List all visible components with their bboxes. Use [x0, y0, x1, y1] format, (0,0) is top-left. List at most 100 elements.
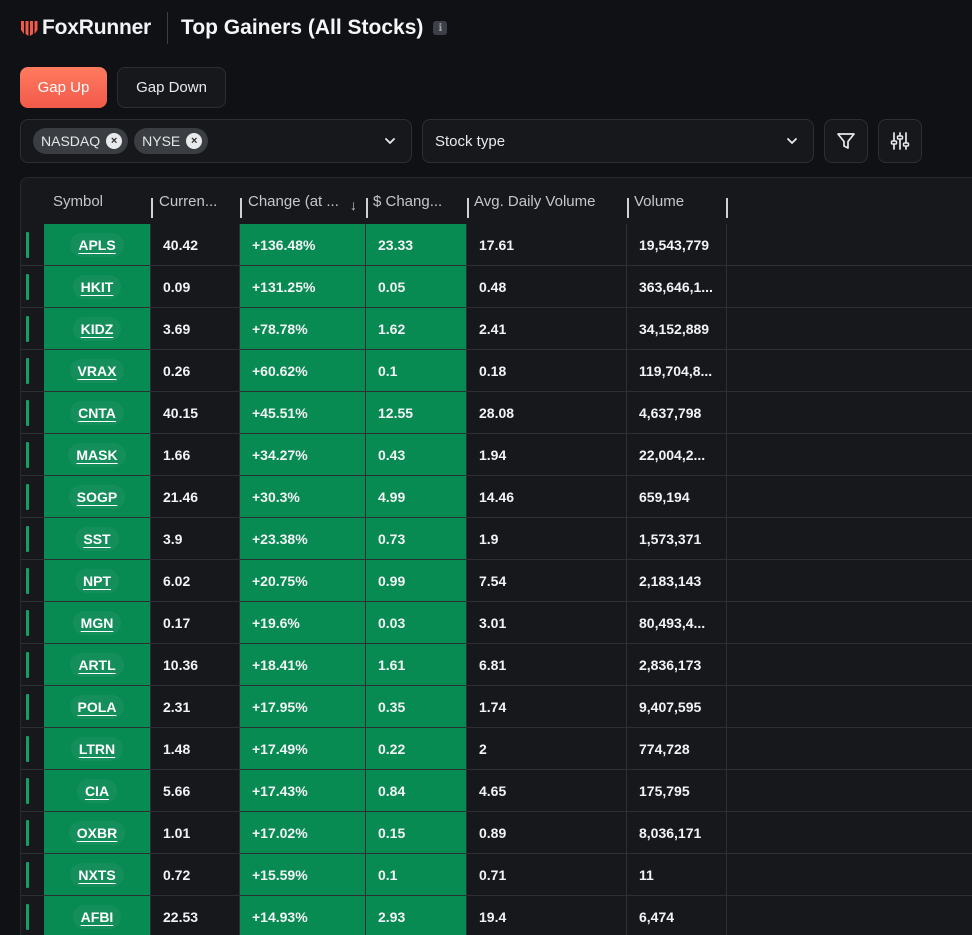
- table-row[interactable]: MGN 0.17 +19.6% 0.03 3.01 80,493,4...: [21, 602, 972, 644]
- stock-type-placeholder: Stock type: [435, 132, 506, 150]
- column-divider: [466, 518, 467, 560]
- gap-down-button[interactable]: Gap Down: [117, 67, 226, 108]
- cell-change: +23.38%: [240, 518, 365, 560]
- symbol-link[interactable]: APLS: [70, 233, 124, 257]
- table-row[interactable]: LTRN 1.48 +17.49% 0.22 2 774,728: [21, 728, 972, 770]
- info-icon[interactable]: i: [433, 21, 448, 35]
- symbol-link[interactable]: KIDZ: [72, 317, 122, 341]
- table-row[interactable]: AFBI 22.53 +14.93% 2.93 19.4 6,474: [21, 896, 972, 935]
- column-divider: [239, 686, 240, 728]
- table-row[interactable]: SST 3.9 +23.38% 0.73 1.9 1,573,371: [21, 518, 972, 560]
- column-resize-handle[interactable]: [240, 198, 242, 218]
- column-divider: [626, 602, 627, 644]
- row-divider: [21, 307, 972, 308]
- column-divider: [626, 770, 627, 812]
- header-dollar-change[interactable]: $ Chang...: [373, 192, 443, 210]
- symbol-link[interactable]: MGN: [72, 611, 122, 635]
- column-resize-handle[interactable]: [627, 198, 629, 218]
- cell-dollar-change: 0.03: [366, 602, 466, 644]
- symbol-link[interactable]: SOGP: [68, 485, 126, 509]
- cell-current: 40.15: [163, 405, 199, 421]
- symbol-link[interactable]: LTRN: [70, 737, 124, 761]
- cell-symbol: NXTS: [44, 854, 150, 896]
- header-symbol[interactable]: Symbol: [53, 192, 104, 210]
- cell-current: 0.26: [163, 363, 191, 379]
- symbol-link[interactable]: OXBR: [68, 821, 126, 845]
- column-divider: [150, 728, 151, 770]
- column-divider: [726, 812, 727, 854]
- column-divider: [466, 602, 467, 644]
- column-divider: [626, 350, 627, 392]
- column-resize-handle[interactable]: [151, 198, 153, 218]
- column-divider: [365, 644, 366, 686]
- table-row[interactable]: NXTS 0.72 +15.59% 0.1 0.71 11: [21, 854, 972, 896]
- cell-change: +60.62%: [240, 350, 365, 392]
- column-divider: [626, 644, 627, 686]
- cell-change: +34.27%: [240, 434, 365, 476]
- column-divider: [150, 560, 151, 602]
- cell-avg-volume: 1.9: [479, 531, 499, 547]
- exchange-select[interactable]: NASDAQ × NYSE ×: [20, 119, 412, 163]
- column-divider: [726, 350, 727, 392]
- row-indicator: [26, 526, 29, 552]
- symbol-link[interactable]: CIA: [76, 779, 118, 803]
- row-divider: [21, 349, 972, 350]
- cell-current: 22.53: [163, 909, 199, 925]
- header-avg-volume[interactable]: Avg. Daily Volume: [474, 192, 596, 210]
- close-circle-icon[interactable]: ×: [186, 133, 203, 149]
- table-row[interactable]: NPT 6.02 +20.75% 0.99 7.54 2,183,143: [21, 560, 972, 602]
- table-row[interactable]: HKIT 0.09 +131.25% 0.05 0.48 363,646,1...: [21, 266, 972, 308]
- symbol-link[interactable]: CNTA: [70, 401, 124, 425]
- header-volume[interactable]: Volume: [634, 192, 685, 210]
- symbol-link[interactable]: VRAX: [69, 359, 125, 383]
- column-divider: [726, 476, 727, 518]
- cell-current: 1.48: [163, 741, 191, 757]
- cell-symbol: KIDZ: [44, 308, 150, 350]
- column-divider: [626, 434, 627, 476]
- symbol-link[interactable]: HKIT: [72, 275, 122, 299]
- cell-avg-volume: 4.65: [479, 783, 507, 799]
- table-row[interactable]: MASK 1.66 +34.27% 0.43 1.94 22,004,2...: [21, 434, 972, 476]
- symbol-link[interactable]: MASK: [68, 443, 126, 467]
- table-row[interactable]: APLS 40.42 +136.48% 23.33 17.61 19,543,779: [21, 224, 972, 266]
- column-divider: [239, 518, 240, 560]
- symbol-link[interactable]: SST: [75, 527, 119, 551]
- table-row[interactable]: CIA 5.66 +17.43% 0.84 4.65 175,795: [21, 770, 972, 812]
- symbol-link[interactable]: ARTL: [70, 653, 124, 677]
- logo[interactable]: FoxRunner: [20, 16, 151, 40]
- column-resize-handle[interactable]: [366, 198, 368, 218]
- column-resize-handle[interactable]: [467, 198, 469, 218]
- table-row[interactable]: OXBR 1.01 +17.02% 0.15 0.89 8,036,171: [21, 812, 972, 854]
- table-row[interactable]: VRAX 0.26 +60.62% 0.1 0.18 119,704,8...: [21, 350, 972, 392]
- column-divider: [466, 644, 467, 686]
- table-row[interactable]: SOGP 21.46 +30.3% 4.99 14.46 659,194: [21, 476, 972, 518]
- column-divider: [466, 560, 467, 602]
- symbol-link[interactable]: AFBI: [72, 905, 122, 929]
- cell-volume: 2,183,143: [639, 573, 702, 589]
- table-row[interactable]: CNTA 40.15 +45.51% 12.55 28.08 4,637,798: [21, 392, 972, 434]
- filter-button[interactable]: [824, 119, 868, 163]
- table-row[interactable]: ARTL 10.36 +18.41% 1.61 6.81 2,836,173: [21, 644, 972, 686]
- column-divider: [466, 308, 467, 350]
- column-divider: [365, 518, 366, 560]
- gap-tabs: Gap Up Gap Down: [20, 67, 226, 108]
- table-row[interactable]: KIDZ 3.69 +78.78% 1.62 2.41 34,152,889: [21, 308, 972, 350]
- row-divider: [21, 811, 972, 812]
- chevron-down-icon[interactable]: [383, 134, 397, 148]
- column-divider: [726, 266, 727, 308]
- row-indicator: [26, 484, 29, 510]
- column-resize-handle[interactable]: [726, 198, 728, 218]
- table-row[interactable]: POLA 2.31 +17.95% 0.35 1.74 9,407,595: [21, 686, 972, 728]
- row-indicator: [26, 316, 29, 342]
- column-settings-button[interactable]: [878, 119, 922, 163]
- header-change[interactable]: Change (at ...: [248, 192, 339, 210]
- symbol-link[interactable]: POLA: [69, 695, 125, 719]
- symbol-link[interactable]: NPT: [75, 569, 119, 593]
- gap-up-button[interactable]: Gap Up: [20, 67, 107, 108]
- close-circle-icon[interactable]: ×: [106, 133, 123, 149]
- chevron-down-icon[interactable]: [785, 134, 799, 148]
- symbol-link[interactable]: NXTS: [70, 863, 124, 887]
- header-current[interactable]: Curren...: [159, 192, 218, 210]
- stock-type-select[interactable]: Stock type: [422, 119, 814, 163]
- arrow-down-icon[interactable]: ↓: [350, 197, 357, 213]
